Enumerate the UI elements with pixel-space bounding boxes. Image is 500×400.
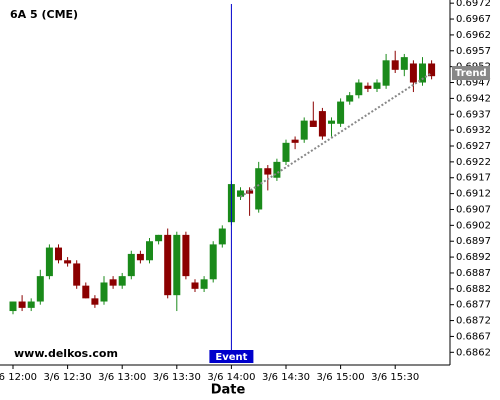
candle-body — [318, 111, 326, 137]
candle-body — [173, 234, 181, 296]
candle-body — [428, 63, 436, 77]
candle-body — [328, 120, 335, 124]
y-tick-label: 0.6892 — [456, 252, 491, 263]
y-tick-label: 0.6917 — [456, 173, 491, 184]
watermark: www.delkos.com — [14, 347, 118, 360]
x-tick-label: 3/6 13:00 — [98, 372, 146, 383]
candle-body — [45, 247, 53, 277]
trend-line — [239, 72, 433, 198]
x-tick-label: 3/6 14:00 — [207, 372, 255, 383]
event-label-box — [209, 350, 254, 363]
trend-label: Trend — [455, 68, 487, 79]
candle-body — [218, 228, 226, 245]
event-label: Event — [215, 352, 247, 363]
y-tick-label: 0.6957 — [456, 46, 491, 57]
candle-body — [191, 282, 199, 289]
candle-body — [291, 139, 299, 143]
candle-body — [337, 101, 345, 124]
candle-body — [382, 60, 390, 86]
y-tick-label: 0.6922 — [456, 157, 491, 168]
candle-body — [409, 63, 417, 83]
candle-body — [136, 253, 144, 261]
y-tick-label: 0.6967 — [456, 14, 491, 25]
candle-body — [64, 260, 72, 264]
y-tick-label: 0.6937 — [456, 109, 491, 120]
y-tick-label: 0.6947 — [456, 78, 491, 89]
candle-body — [419, 63, 426, 83]
y-tick-label: 0.6872 — [456, 316, 491, 327]
candle-body — [155, 234, 163, 242]
x-tick-label: 3/6 13:30 — [153, 372, 201, 383]
candle-body — [36, 276, 44, 302]
candle-body — [27, 301, 35, 308]
y-tick-label: 0.6972 — [456, 0, 491, 9]
candle-body — [9, 301, 17, 312]
candle-body — [273, 161, 281, 178]
candle-body — [255, 168, 263, 210]
y-tick-label: 0.6927 — [456, 141, 491, 152]
candle-body — [209, 244, 217, 280]
candle-body — [146, 241, 153, 261]
x-axis-label: Date — [211, 383, 246, 398]
y-tick-label: 0.6962 — [456, 30, 491, 41]
candle-body — [282, 142, 290, 162]
y-tick-label: 0.6907 — [456, 204, 491, 215]
y-tick-label: 0.6877 — [456, 300, 491, 311]
candle-body — [55, 247, 62, 261]
candle-body — [355, 82, 363, 96]
y-tick-label: 0.6912 — [456, 189, 491, 200]
candle-body — [100, 282, 108, 302]
candle-body — [309, 120, 317, 127]
candle-body — [391, 60, 399, 70]
trend-label-box — [452, 66, 490, 80]
candle-body — [364, 85, 372, 89]
x-tick-label: 3/6 15:00 — [317, 372, 365, 383]
candle-body — [127, 253, 135, 277]
candle-body — [82, 285, 90, 299]
x-tick-label: 3/6 14:30 — [262, 372, 310, 383]
candle-body — [118, 276, 126, 286]
candle-body — [164, 234, 172, 296]
candle-body — [373, 82, 381, 89]
y-tick-label: 0.6902 — [456, 220, 491, 231]
candle-body — [109, 279, 117, 286]
candle-body — [91, 298, 99, 305]
x-tick-label: 3/6 12:30 — [44, 372, 92, 383]
candle-body — [346, 95, 354, 102]
candle-body — [18, 301, 26, 308]
candle-body — [200, 279, 208, 289]
y-tick-label: 0.6932 — [456, 125, 491, 136]
y-tick-label: 0.6867 — [456, 331, 491, 342]
y-tick-label: 0.6897 — [456, 236, 491, 247]
y-tick-label: 0.6882 — [456, 284, 491, 295]
candle-body — [73, 263, 81, 286]
candle-body — [246, 190, 254, 194]
candle-body — [237, 190, 244, 197]
candle-body — [400, 57, 408, 70]
candle-body — [300, 120, 308, 140]
x-tick-label: 3/6 15:30 — [371, 372, 419, 383]
chart-title: 6A 5 (CME) — [10, 8, 78, 21]
candle-body — [264, 168, 272, 175]
y-tick-label: 0.6887 — [456, 268, 491, 279]
y-tick-label: 0.6862 — [456, 347, 491, 358]
candle-body — [182, 234, 190, 277]
y-tick-label: 0.6942 — [456, 93, 491, 104]
x-tick-label: 3/6 12:00 — [0, 372, 37, 383]
